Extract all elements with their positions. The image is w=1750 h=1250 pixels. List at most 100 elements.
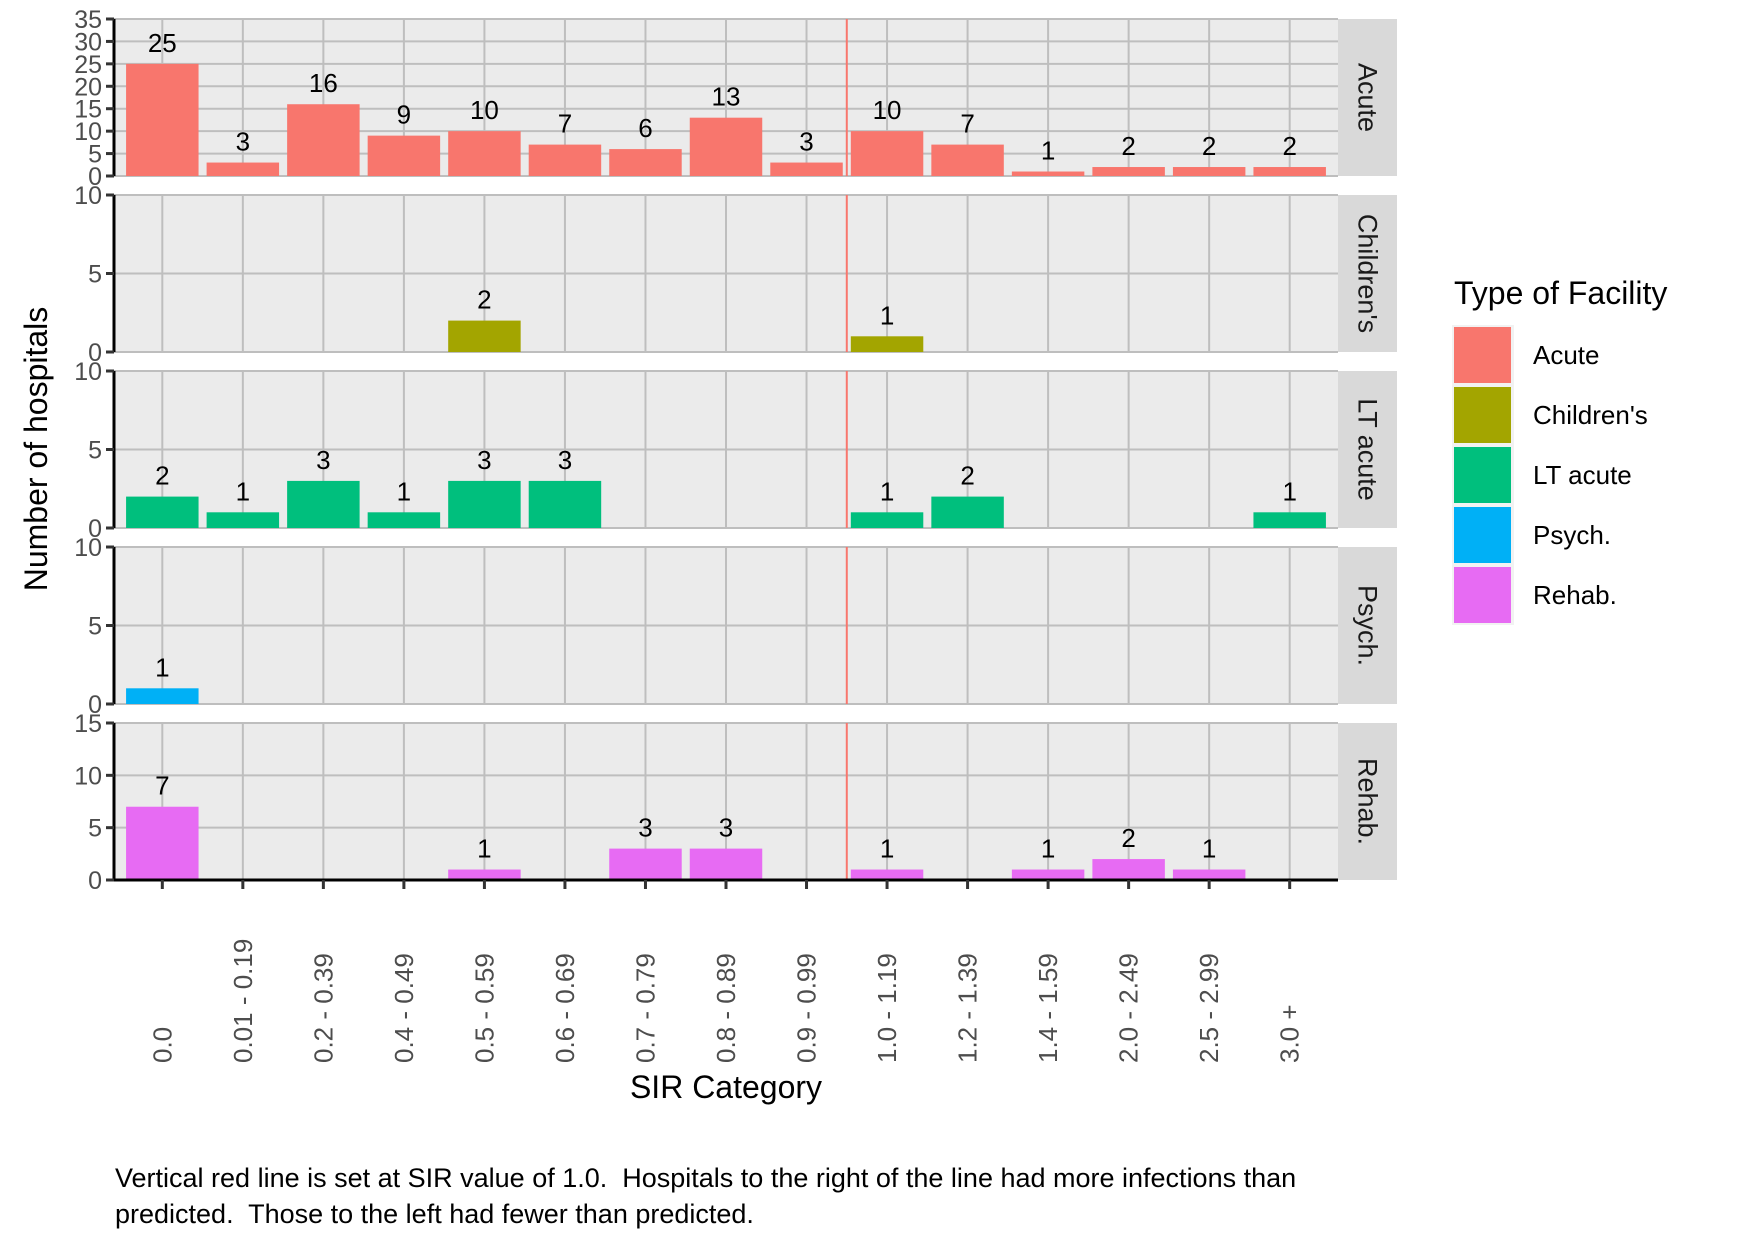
x-tick-label: 0.6 - 0.69 xyxy=(550,953,580,1063)
y-tick-label: 20 xyxy=(74,73,102,101)
bar xyxy=(609,149,682,176)
bar-value-label: 1 xyxy=(1202,834,1216,864)
y-tick-label: 10 xyxy=(74,762,102,790)
x-axis: 0.0 0.01 - 0.19 0.2 - 0.39 0.4 - 0.49 0.5 - … xyxy=(114,878,1338,1063)
x-tick-label: 1.2 - 1.39 xyxy=(953,953,983,1063)
bar-value-label: 3 xyxy=(236,127,250,157)
bar-value-label: 2 xyxy=(477,285,491,315)
y-tick-label: 10 xyxy=(74,534,102,562)
facet-strip xyxy=(1338,547,1397,704)
bar xyxy=(850,869,924,880)
bar-value-label: 3 xyxy=(719,813,733,843)
bar-value-label: 1 xyxy=(236,476,250,506)
bar xyxy=(689,117,763,176)
y-tick-label: 15 xyxy=(74,96,102,124)
bar xyxy=(528,144,602,176)
legend-label: Acute xyxy=(1533,340,1600,370)
bar xyxy=(206,162,280,176)
bar xyxy=(931,496,1004,528)
facet-strip xyxy=(1338,19,1397,176)
x-tick-label: 0.5 - 0.59 xyxy=(469,953,499,1063)
legend-item: LT acute xyxy=(1452,445,1632,505)
bar xyxy=(850,336,924,352)
legend-key-swatch xyxy=(1454,327,1511,383)
bar-value-label: 7 xyxy=(155,771,169,801)
bar xyxy=(287,480,360,528)
bar-value-label: 13 xyxy=(712,82,741,112)
bar-value-label: 9 xyxy=(397,100,411,130)
bar-value-label: 3 xyxy=(477,445,491,475)
bar-value-label: 6 xyxy=(638,113,652,143)
bar-value-label: 1 xyxy=(880,476,894,506)
bar-value-label: 10 xyxy=(873,95,902,125)
bar-value-label: 2 xyxy=(960,461,974,491)
bar xyxy=(367,135,441,176)
facet-strip xyxy=(1338,371,1397,528)
bar-value-label: 1 xyxy=(880,834,894,864)
x-tick-label: 0.2 - 0.39 xyxy=(308,953,338,1063)
bar xyxy=(850,512,924,528)
bar-value-label: 1 xyxy=(880,300,894,330)
legend: Type of Facility Acute Children's LT acute… xyxy=(1452,275,1667,625)
y-tick-label: 5 xyxy=(88,613,102,641)
x-tick-label: 0.8 - 0.89 xyxy=(711,953,741,1063)
facet-strip-label: LT acute xyxy=(1353,398,1383,501)
bar xyxy=(126,688,199,704)
bar xyxy=(1172,167,1246,176)
bar-value-label: 2 xyxy=(1282,131,1296,161)
y-tick-label: 5 xyxy=(88,437,102,465)
bar-value-label: 3 xyxy=(638,813,652,843)
y-tick-label: 10 xyxy=(74,358,102,386)
bar xyxy=(448,131,521,176)
y-tick-label: 15 xyxy=(74,710,102,738)
y-tick-label: 0 xyxy=(88,339,102,367)
legend-label: Psych. xyxy=(1533,520,1611,550)
bar-value-label: 3 xyxy=(558,445,572,475)
legend-key-swatch xyxy=(1454,447,1511,503)
facet-strip-label: Psych. xyxy=(1353,585,1383,666)
bar xyxy=(609,848,682,880)
x-tick-label: 2.5 - 2.99 xyxy=(1194,953,1224,1063)
y-tick-label: 0 xyxy=(88,691,102,719)
x-tick-label: 0.7 - 0.79 xyxy=(630,953,660,1063)
x-tick-label: 0.4 - 0.49 xyxy=(389,953,419,1063)
legend-item: Rehab. xyxy=(1452,565,1617,625)
legend-label: Rehab. xyxy=(1533,580,1617,610)
bar xyxy=(1092,167,1165,176)
y-axis-title: Number of hospitals xyxy=(18,307,54,592)
y-tick-label: 5 xyxy=(88,261,102,289)
bar-value-label: 2 xyxy=(1202,131,1216,161)
bar-value-label: 2 xyxy=(155,461,169,491)
bar-value-label: 25 xyxy=(148,28,177,58)
bar xyxy=(528,480,602,528)
bar xyxy=(126,63,199,176)
bar-value-label: 1 xyxy=(397,476,411,506)
bar xyxy=(850,131,924,176)
bar xyxy=(1172,869,1246,880)
bar xyxy=(770,162,843,176)
bar-value-label: 1 xyxy=(477,834,491,864)
x-tick-label: 1.4 - 1.59 xyxy=(1033,953,1063,1063)
bar xyxy=(931,144,1004,176)
bar-value-label: 3 xyxy=(799,127,813,157)
legend-label: Children's xyxy=(1533,400,1648,430)
bar xyxy=(1011,869,1085,880)
bar xyxy=(126,496,199,528)
x-tick-label: 0.0 xyxy=(147,1027,177,1063)
bar xyxy=(126,806,199,880)
y-tick-label: 10 xyxy=(74,118,102,146)
bar xyxy=(1253,512,1326,528)
bar-value-label: 16 xyxy=(309,68,338,98)
y-tick-label: 25 xyxy=(74,51,102,79)
bar-value-label: 7 xyxy=(558,109,572,139)
bar xyxy=(448,480,521,528)
legend-item: Psych. xyxy=(1452,505,1611,565)
facet-strip-label: Acute xyxy=(1353,63,1383,132)
